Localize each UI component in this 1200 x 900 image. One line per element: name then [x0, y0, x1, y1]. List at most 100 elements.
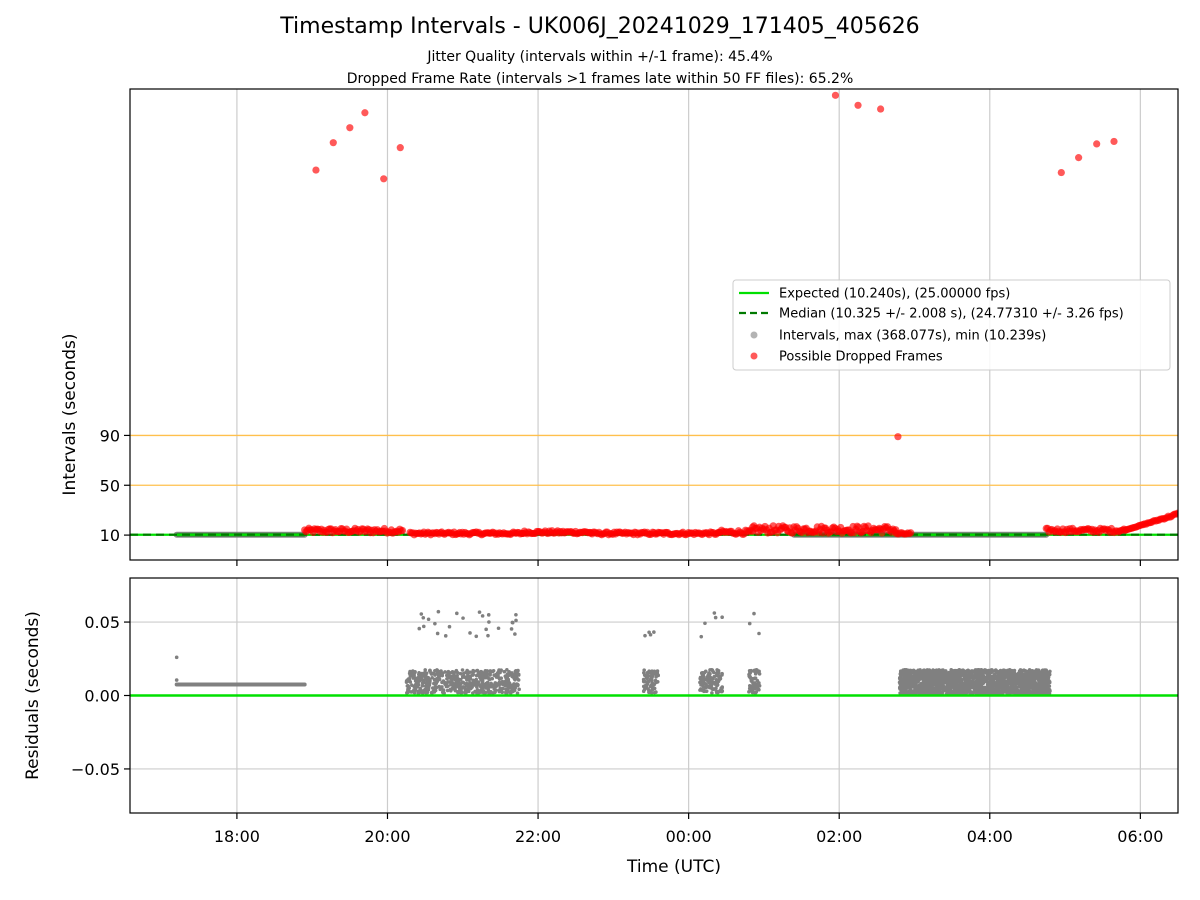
residual-outlier: [720, 615, 724, 620]
residual-point: [1004, 687, 1008, 691]
xtick-label: 22:00: [515, 827, 561, 846]
residual-point: [705, 675, 709, 679]
residual-point: [649, 691, 654, 695]
residual-point: [510, 673, 514, 677]
residual-point: [1019, 681, 1024, 685]
residual-point: [405, 691, 409, 695]
xtick-label: 04:00: [967, 827, 1013, 846]
residual-outlier: [461, 616, 465, 620]
residual-point: [1022, 668, 1026, 672]
residuals-ytick-label: 0.00: [84, 687, 120, 706]
residual-point: [1001, 689, 1006, 694]
residual-point: [900, 690, 905, 694]
residual-point: [1039, 681, 1044, 686]
residual-point: [996, 679, 1001, 684]
residual-outlier: [447, 624, 452, 629]
residual-point: [1027, 686, 1031, 691]
residual-point: [1010, 676, 1014, 681]
residual-point: [1022, 691, 1027, 696]
intervals-panel: 10 50 90 Intervals (seconds) Expected (10.24…: [60, 88, 1179, 566]
residual-point: [642, 668, 646, 672]
residual-point: [923, 686, 927, 691]
residual-point: [408, 670, 413, 675]
residual-point: [424, 677, 428, 681]
residual-point: [483, 674, 488, 679]
residual-point: [475, 685, 479, 689]
residual-point: [975, 686, 980, 691]
residual-point: [445, 676, 449, 681]
residual-outlier: [443, 634, 448, 638]
residual-outlier: [468, 631, 472, 635]
residuals-xlabel: Time (UTC): [626, 857, 721, 877]
residual-point: [412, 684, 416, 689]
residual-point: [654, 690, 658, 694]
residual-point: [449, 682, 453, 687]
residual-point: [898, 682, 903, 686]
residual-point: [977, 690, 982, 695]
residual-point: [942, 688, 947, 693]
residual-point: [907, 690, 911, 695]
residual-outlier: [480, 614, 485, 618]
residual-point: [508, 684, 513, 688]
residual-point: [488, 690, 492, 695]
residual-point: [453, 683, 457, 687]
dropped-frame-outlier: [831, 91, 840, 99]
residual-outlier: [421, 624, 426, 629]
residual-point: [446, 684, 450, 688]
residuals-ylabel: Residuals (seconds): [23, 611, 43, 780]
residual-point: [453, 678, 458, 682]
residual-point: [898, 672, 903, 676]
residual-outlier: [486, 633, 490, 638]
legend-box: [732, 279, 1171, 371]
xtick-label: 00:00: [666, 827, 712, 846]
residual-point: [174, 655, 179, 660]
residual-point: [516, 678, 521, 682]
residual-point: [965, 690, 969, 694]
residual-point: [174, 678, 179, 682]
residual-point: [1044, 668, 1048, 672]
residual-point: [913, 687, 918, 692]
dropped-frame-point: [1174, 509, 1178, 517]
residual-point: [757, 681, 761, 685]
residual-point: [477, 670, 481, 675]
intervals-ytick-label: 10: [100, 526, 120, 545]
residual-point: [980, 691, 985, 696]
residual-point: [995, 683, 1000, 687]
residual-outlier: [486, 613, 491, 617]
residual-point: [979, 679, 983, 684]
residual-point: [1012, 686, 1016, 691]
residual-point: [751, 690, 755, 695]
residual-point: [1036, 668, 1041, 672]
residual-point: [968, 679, 972, 684]
residual-point: [959, 674, 964, 678]
residual-point: [719, 686, 723, 691]
residual-outlier: [713, 615, 718, 620]
residual-point: [443, 681, 448, 685]
residual-point: [929, 686, 934, 691]
residual-point: [440, 673, 445, 678]
residual-point: [1031, 672, 1035, 676]
residual-point: [458, 671, 463, 676]
residual-point: [494, 672, 498, 677]
dropped-frame-outlier: [854, 101, 862, 109]
residual-outlier: [699, 634, 704, 639]
residual-point: [949, 683, 953, 688]
residual-point: [458, 677, 463, 682]
residual-point: [641, 679, 646, 684]
residual-point: [483, 690, 487, 695]
residual-point: [429, 672, 434, 676]
residual-point: [939, 675, 944, 679]
residual-point: [462, 674, 466, 679]
residual-point: [945, 684, 950, 689]
residual-point: [1015, 673, 1020, 677]
residual-point: [903, 685, 908, 689]
residual-outlier: [752, 611, 756, 616]
residual-point: [443, 670, 447, 674]
residual-point: [1034, 687, 1038, 692]
residual-point: [416, 691, 421, 696]
residual-point: [506, 680, 510, 685]
dropped-frame-outlier: [1093, 140, 1101, 148]
residual-point: [1022, 678, 1026, 682]
residual-outlier: [703, 621, 707, 626]
residual-point: [747, 672, 751, 677]
